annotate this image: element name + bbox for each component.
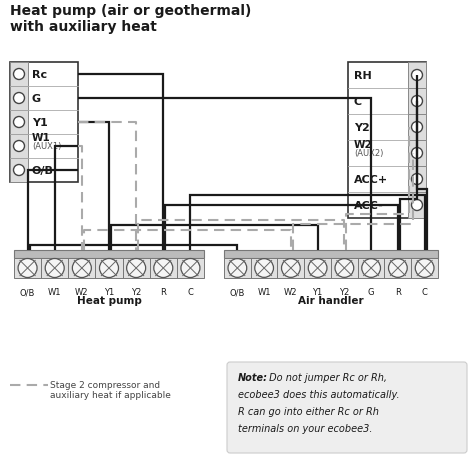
- Text: W1: W1: [257, 288, 271, 297]
- Circle shape: [282, 258, 300, 277]
- Bar: [304, 258, 331, 278]
- Circle shape: [411, 69, 422, 80]
- Text: W2: W2: [354, 140, 373, 150]
- Bar: [150, 258, 177, 278]
- Text: Y2: Y2: [354, 123, 370, 133]
- Text: auxiliary heat if applicable: auxiliary heat if applicable: [50, 392, 171, 401]
- Bar: [277, 258, 304, 278]
- Bar: [10, 86, 28, 110]
- Circle shape: [255, 258, 273, 277]
- Text: C: C: [188, 288, 193, 297]
- Circle shape: [13, 68, 25, 79]
- Circle shape: [73, 258, 91, 278]
- Circle shape: [362, 258, 381, 277]
- Text: W1: W1: [32, 133, 51, 143]
- Bar: [408, 62, 426, 88]
- Text: Stage 2 compressor and: Stage 2 compressor and: [50, 381, 160, 390]
- Bar: [348, 62, 426, 218]
- Text: O/B: O/B: [32, 166, 54, 176]
- Circle shape: [308, 258, 327, 277]
- Bar: [95, 258, 123, 278]
- Text: W2: W2: [284, 288, 298, 297]
- Text: (AUX1): (AUX1): [32, 142, 61, 151]
- Bar: [123, 258, 150, 278]
- Bar: [10, 158, 28, 182]
- Circle shape: [411, 95, 422, 106]
- Bar: [408, 114, 426, 140]
- Text: C: C: [422, 288, 428, 297]
- Bar: [14, 258, 41, 278]
- Bar: [411, 258, 438, 278]
- Text: W1: W1: [48, 288, 62, 297]
- Text: Air handler: Air handler: [298, 296, 364, 306]
- Circle shape: [45, 258, 64, 278]
- Text: R: R: [160, 288, 166, 297]
- Bar: [14, 250, 204, 258]
- Circle shape: [411, 200, 422, 211]
- Bar: [10, 62, 78, 182]
- Text: Y1: Y1: [32, 118, 48, 128]
- Circle shape: [411, 122, 422, 133]
- Text: G: G: [368, 288, 374, 297]
- Circle shape: [181, 258, 200, 278]
- Text: C: C: [354, 97, 362, 107]
- Circle shape: [411, 147, 422, 158]
- Text: Note:: Note:: [238, 373, 268, 383]
- Text: ACC+: ACC+: [354, 175, 388, 185]
- Circle shape: [389, 258, 407, 277]
- Bar: [408, 192, 426, 218]
- Circle shape: [154, 258, 173, 278]
- Circle shape: [100, 258, 118, 278]
- Circle shape: [13, 117, 25, 128]
- Bar: [331, 258, 358, 278]
- Bar: [10, 134, 28, 158]
- FancyBboxPatch shape: [227, 362, 467, 453]
- Circle shape: [127, 258, 146, 278]
- Circle shape: [228, 258, 247, 277]
- Text: RH: RH: [354, 71, 372, 81]
- Text: Rc: Rc: [32, 70, 47, 80]
- Bar: [10, 110, 28, 134]
- Bar: [224, 258, 251, 278]
- Circle shape: [415, 258, 434, 277]
- Text: O/B: O/B: [20, 288, 35, 297]
- Circle shape: [13, 164, 25, 175]
- Text: Y2: Y2: [339, 288, 349, 297]
- Text: terminals on your ecobee3.: terminals on your ecobee3.: [238, 424, 373, 434]
- Bar: [177, 258, 204, 278]
- Circle shape: [411, 174, 422, 185]
- Text: Heat pump (air or geothermal): Heat pump (air or geothermal): [10, 4, 251, 18]
- Bar: [251, 258, 277, 278]
- Text: Do not jumper Rc or Rh,: Do not jumper Rc or Rh,: [266, 373, 387, 383]
- Bar: [358, 258, 384, 278]
- Text: R: R: [395, 288, 401, 297]
- Circle shape: [13, 140, 25, 151]
- Text: ACC-: ACC-: [354, 201, 384, 211]
- Text: O/B: O/B: [230, 288, 245, 297]
- Text: (AUX2): (AUX2): [354, 149, 383, 158]
- Text: W2: W2: [75, 288, 89, 297]
- Bar: [408, 166, 426, 192]
- Circle shape: [335, 258, 354, 277]
- Bar: [68, 258, 95, 278]
- Bar: [408, 140, 426, 166]
- Bar: [224, 250, 438, 258]
- Text: Heat pump: Heat pump: [77, 296, 141, 306]
- Circle shape: [13, 93, 25, 103]
- Bar: [408, 88, 426, 114]
- Text: G: G: [32, 94, 41, 104]
- Circle shape: [18, 258, 37, 278]
- Text: Y1: Y1: [312, 288, 323, 297]
- Bar: [41, 258, 68, 278]
- Text: R can go into either Rc or Rh: R can go into either Rc or Rh: [238, 407, 379, 417]
- Bar: [384, 258, 411, 278]
- Text: Y1: Y1: [104, 288, 114, 297]
- Text: Y2: Y2: [131, 288, 141, 297]
- Bar: [10, 62, 28, 86]
- Text: ecobee3 does this automatically.: ecobee3 does this automatically.: [238, 390, 400, 400]
- Text: with auxiliary heat: with auxiliary heat: [10, 20, 157, 34]
